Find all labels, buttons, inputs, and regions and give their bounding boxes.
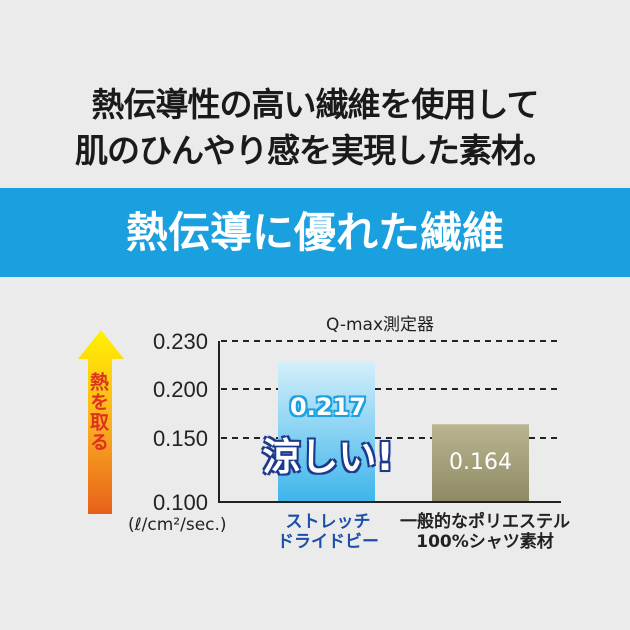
y-axis-label: 熱を取る bbox=[87, 372, 109, 452]
category-label-1: ストレッチ ドライドビー bbox=[258, 512, 398, 552]
banner-text: 熱伝導に優れた繊維 bbox=[125, 208, 504, 257]
bar-2 bbox=[432, 424, 529, 502]
headline-line-1: 熱伝導性の高い繊維を使用して bbox=[91, 85, 539, 124]
chart-title: Q-max測定器 bbox=[325, 315, 435, 335]
annotation-cool: 涼しい! bbox=[261, 434, 394, 480]
headline-line-2: 肌のひんやり感を実現した素材。 bbox=[75, 131, 556, 170]
data-label-bar-2: 0.164 bbox=[449, 450, 512, 475]
category-label-line: ストレッチ bbox=[285, 512, 371, 532]
bar-1 bbox=[278, 361, 375, 502]
y-tick-label: 0.100 bbox=[153, 490, 208, 515]
heat-arrow-icon bbox=[78, 330, 124, 514]
category-label-2: 一般的なポリエステル 100%シャツ素材 bbox=[400, 512, 570, 552]
category-label-line: 100%シャツ素材 bbox=[416, 532, 554, 552]
category-label-line: ドライドビー bbox=[277, 532, 379, 552]
y-tick-label: 0.230 bbox=[153, 329, 208, 354]
y-tick-label: 0.200 bbox=[153, 377, 208, 402]
data-label-bar-1: 0.217 bbox=[290, 393, 366, 421]
y-tick-label: 0.150 bbox=[153, 426, 208, 451]
banner: 熱伝導に優れた繊維 bbox=[0, 188, 630, 277]
unit-label: (ℓ/cm²/sec.) bbox=[128, 515, 227, 535]
category-label-line: 一般的なポリエステル bbox=[400, 512, 570, 532]
